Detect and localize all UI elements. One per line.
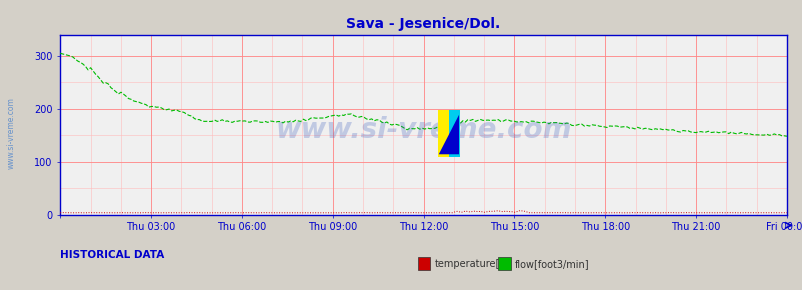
- Text: flow[foot3/min]: flow[foot3/min]: [514, 259, 589, 269]
- Title: Sava - Jesenice/Dol.: Sava - Jesenice/Dol.: [346, 17, 500, 31]
- Text: www.si-vreme.com: www.si-vreme.com: [275, 116, 571, 144]
- Polygon shape: [438, 115, 459, 154]
- Bar: [437, 110, 448, 157]
- Bar: [448, 110, 460, 157]
- Text: temperature[F]: temperature[F]: [434, 259, 508, 269]
- Text: HISTORICAL DATA: HISTORICAL DATA: [60, 250, 164, 260]
- Text: www.si-vreme.com: www.si-vreme.com: [6, 97, 15, 169]
